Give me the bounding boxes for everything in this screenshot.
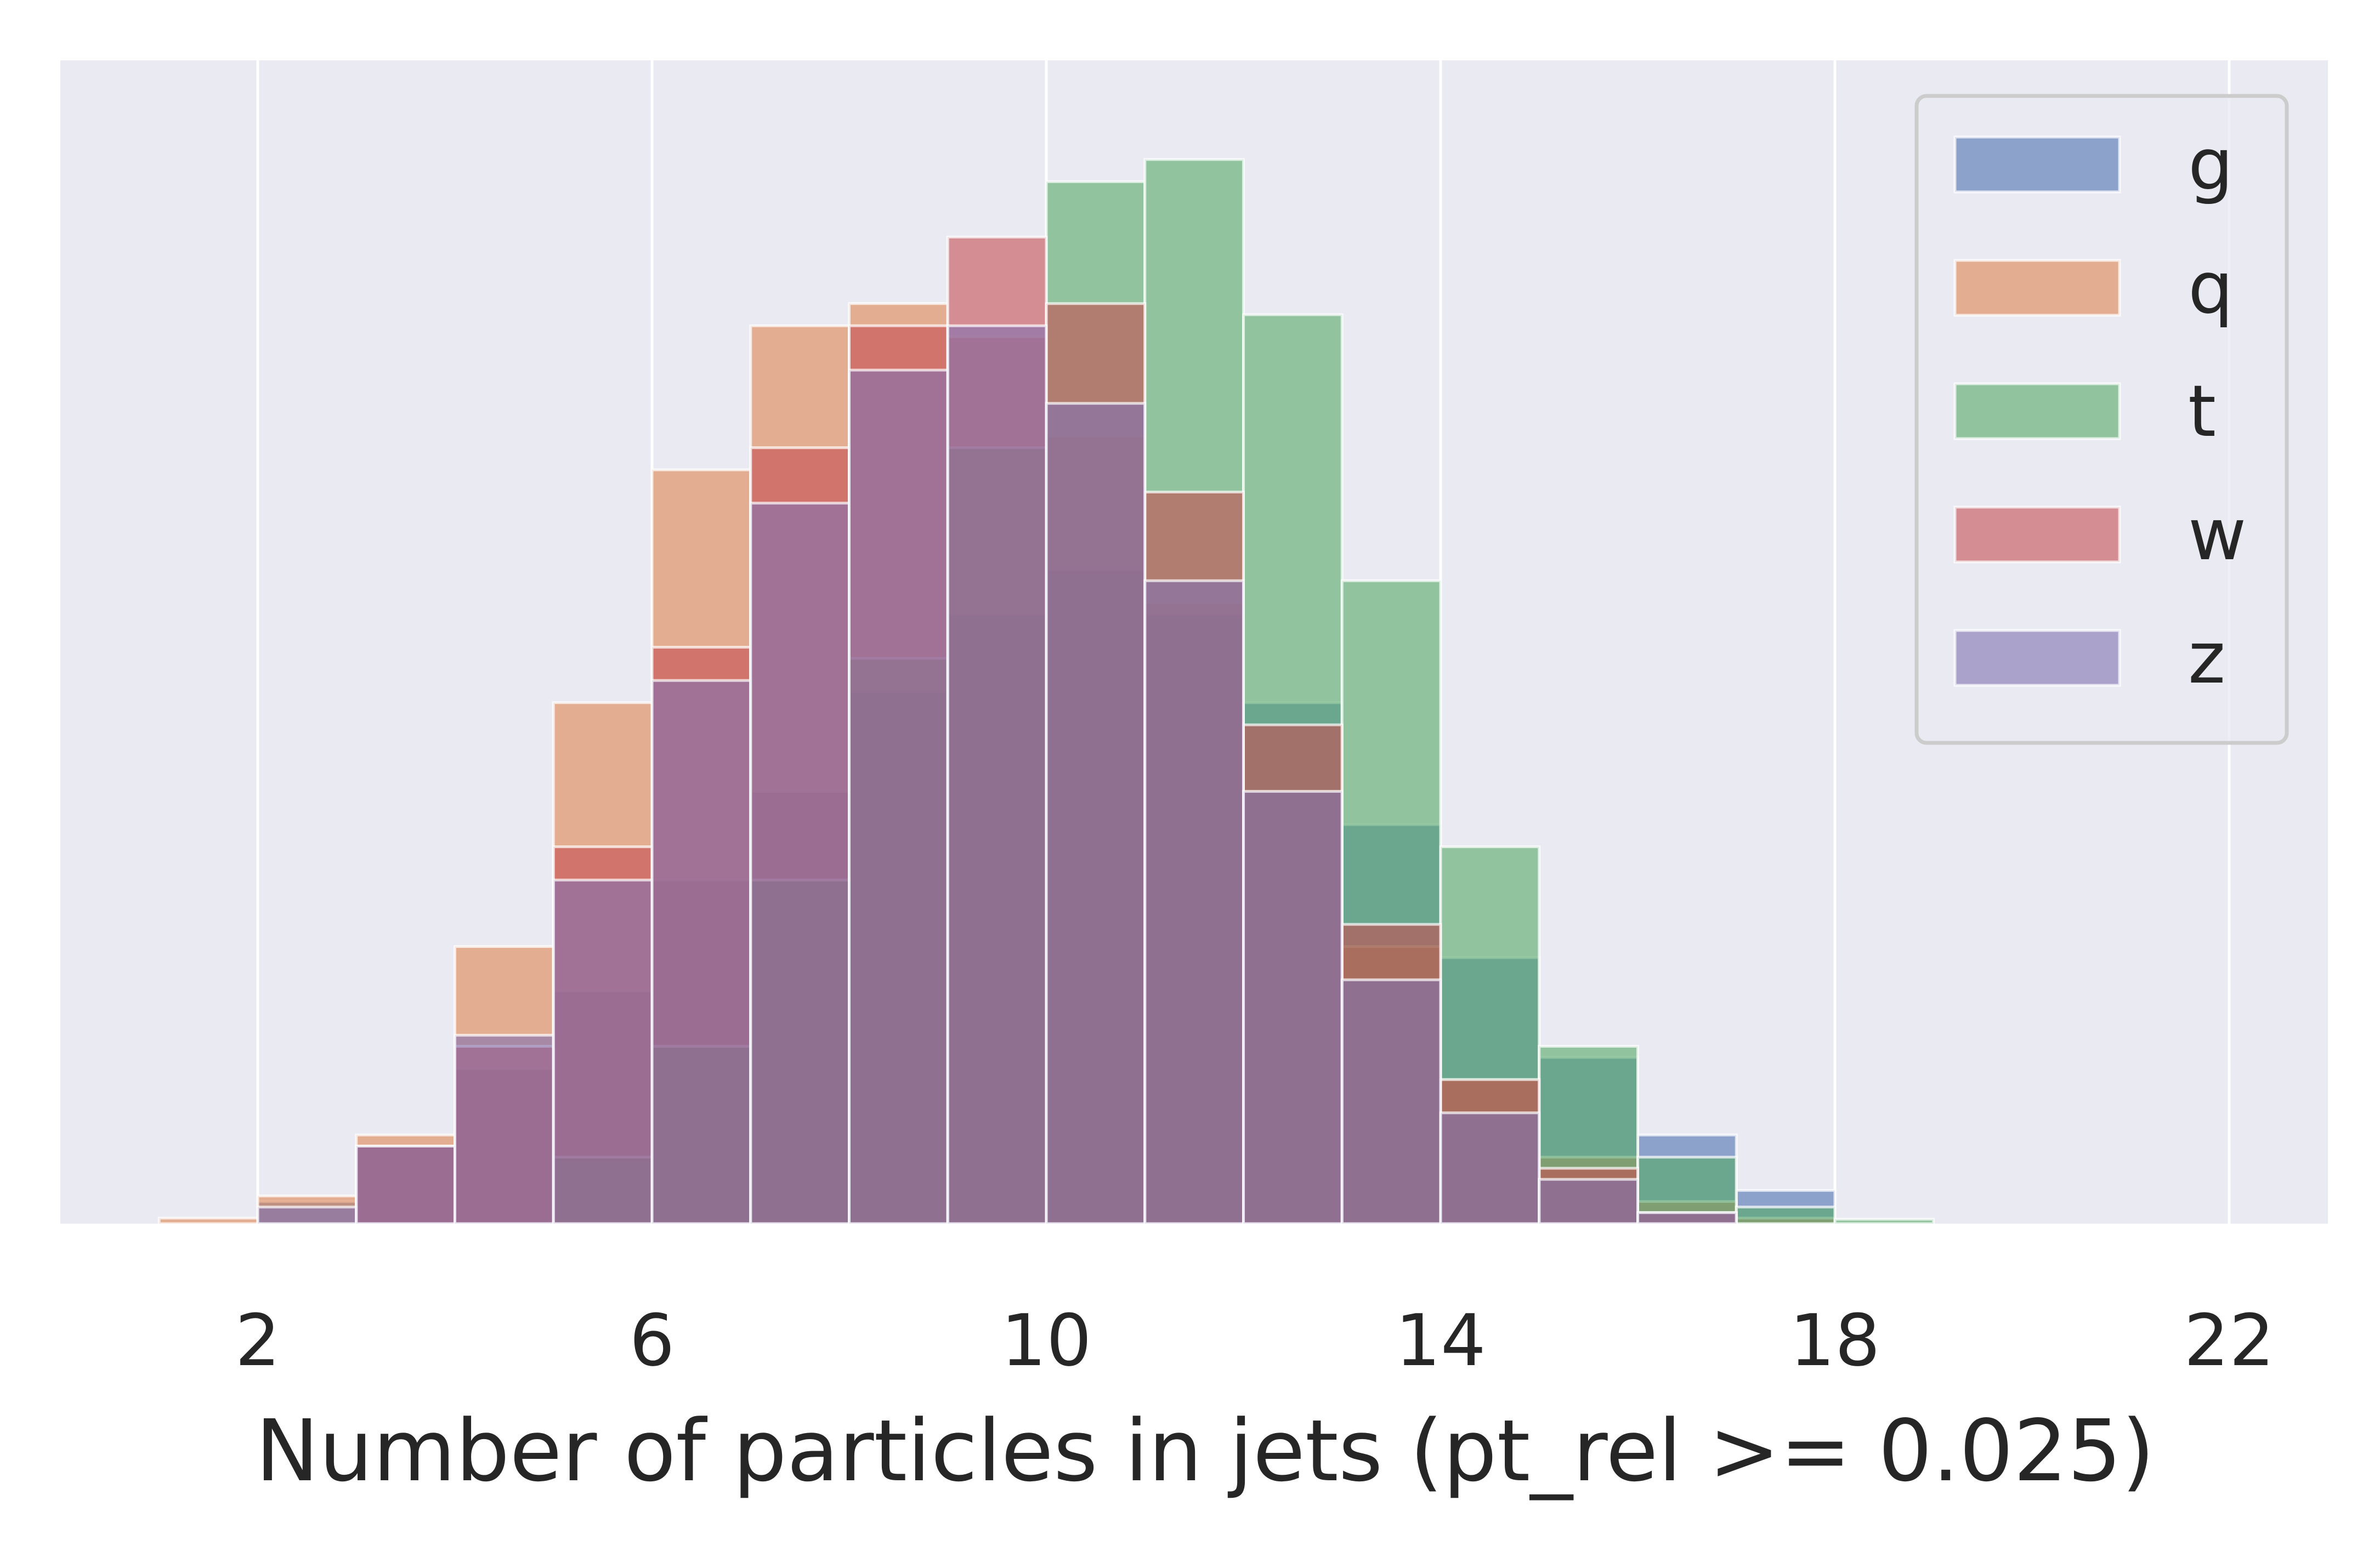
legend-label-q: q — [2188, 246, 2234, 329]
bar-z-4 — [454, 1033, 555, 1225]
bar-z-13 — [1340, 978, 1442, 1225]
bar-z-2 — [256, 1206, 358, 1225]
legend-label-w: w — [2188, 493, 2246, 576]
bar-z-15 — [1538, 1178, 1639, 1225]
legend-label-g: g — [2188, 123, 2234, 206]
x-axis-ticks: 2 6 10 14 18 22 — [235, 1299, 2275, 1382]
series-z — [256, 324, 1738, 1225]
legend-item-g: g — [1953, 123, 2234, 206]
legend-swatch-w — [1953, 505, 2121, 564]
bar-z-14 — [1439, 1111, 1541, 1225]
x-tick-label-6: 6 — [630, 1299, 675, 1382]
x-axis-label: Number of particles in jets (pt_rel >= 0… — [256, 1401, 2155, 1501]
bar-t-17 — [1735, 1206, 1837, 1225]
bar-z-9 — [946, 324, 1048, 1225]
bar-q-1 — [157, 1217, 259, 1225]
legend-swatch-g — [1953, 135, 2121, 194]
bar-z-6 — [650, 679, 752, 1225]
legend-label-z: z — [2188, 616, 2225, 700]
x-tick-label-2: 2 — [235, 1299, 281, 1382]
bar-z-10 — [1045, 402, 1147, 1225]
legend-swatch-q — [1953, 259, 2121, 317]
histogram-bars — [157, 158, 1935, 1225]
legend-label-t: t — [2188, 370, 2216, 453]
bar-z-5 — [552, 878, 654, 1225]
x-tick-label-14: 14 — [1395, 1299, 1486, 1382]
legend-item-z: z — [1953, 616, 2225, 700]
legend-swatch-t — [1953, 382, 2121, 440]
legend-swatch-z — [1953, 629, 2121, 687]
x-tick-label-22: 22 — [2184, 1299, 2274, 1382]
bar-z-16 — [1636, 1211, 1738, 1225]
bar-z-7 — [749, 502, 851, 1225]
x-tick-label-10: 10 — [1001, 1299, 1091, 1382]
legend-item-t: t — [1953, 370, 2216, 453]
bar-z-8 — [848, 368, 949, 1225]
bar-z-3 — [355, 1144, 456, 1225]
legend-item-w: w — [1953, 493, 2246, 576]
x-tick-label-18: 18 — [1789, 1299, 1880, 1382]
bar-z-12 — [1242, 789, 1344, 1225]
bar-z-11 — [1143, 579, 1245, 1225]
legend-item-q: q — [1953, 246, 2234, 329]
bar-t-18 — [1833, 1218, 1935, 1225]
